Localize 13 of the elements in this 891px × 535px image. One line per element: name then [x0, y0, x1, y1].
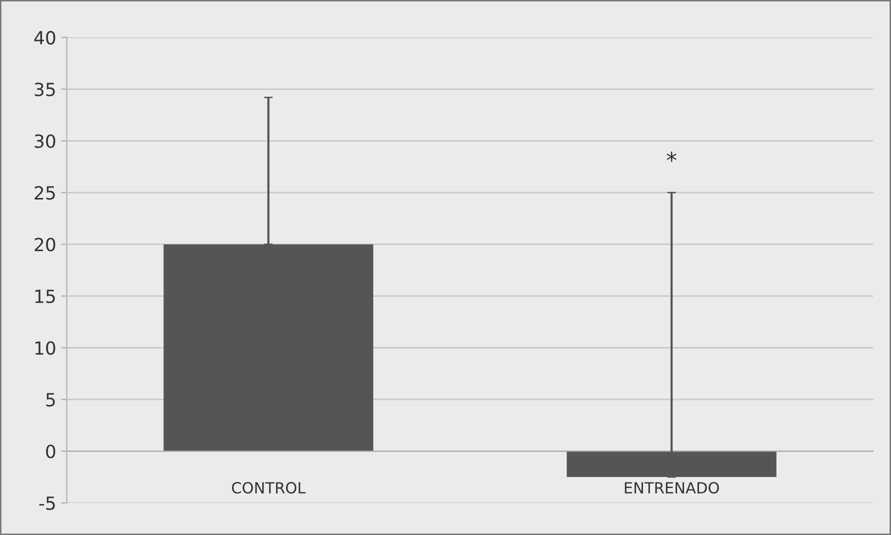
y-tick-label: 20 — [34, 238, 56, 252]
y-tick-label: 15 — [35, 290, 55, 304]
y-tick-label: 5 — [46, 393, 55, 407]
y-tick-label: -5 — [39, 496, 55, 510]
annotation: * — [666, 152, 676, 162]
y-tick-label: 0 — [46, 444, 56, 458]
y-tick-label: 30 — [34, 134, 56, 148]
y-tick-label: 10 — [35, 341, 56, 355]
y-tick-label: 35 — [34, 82, 55, 96]
x-tick-label: CONTROL — [232, 482, 306, 494]
y-tick-label: 40 — [34, 30, 56, 45]
y-tick-label: 25 — [34, 186, 55, 200]
x-tick-label: ENTRENADO — [624, 482, 719, 494]
